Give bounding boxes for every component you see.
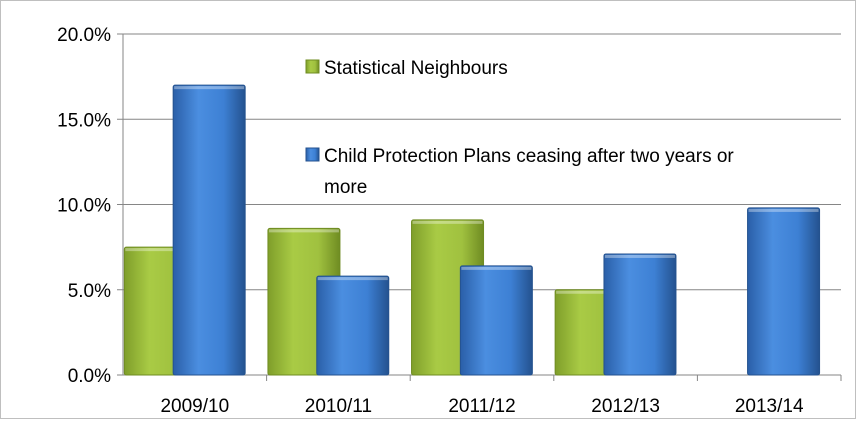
- legend-label-child-protection-plans: Child Protection Plans ceasing after two…: [324, 146, 734, 198]
- bar-child-protection-plans-2009-10: [172, 84, 246, 376]
- y-tick-label: 5.0%: [68, 281, 111, 302]
- x-tick-label: 2012/13: [591, 396, 660, 417]
- bar-highlight: [461, 266, 532, 270]
- legend-swatch-child-protection-plans: [305, 147, 320, 162]
- bar-child-protection-plans-2013-14: [747, 207, 821, 376]
- y-tick-label: 0.0%: [68, 366, 111, 387]
- bar-highlight: [174, 86, 245, 90]
- bar-highlight: [317, 277, 388, 281]
- legend: Statistical Neighbours Child Protection P…: [305, 58, 734, 198]
- x-axis-tick-labels: 2009/10 2010/11 2011/12 2012/13 2013/14: [160, 396, 804, 417]
- y-tick-label: 10.0%: [57, 196, 111, 217]
- x-tick-label: 2010/11: [305, 396, 372, 417]
- x-tick-label: 2013/14: [735, 396, 804, 417]
- bar-highlight: [125, 248, 196, 252]
- bar-highlight: [268, 229, 339, 233]
- bar-highlight: [412, 220, 483, 224]
- y-tick-label: 20.0%: [57, 25, 111, 46]
- legend-label-statistical-neighbours: Statistical Neighbours: [324, 58, 508, 79]
- bar-child-protection-plans-2010-11: [316, 275, 390, 376]
- x-tick-label: 2011/12: [448, 396, 515, 417]
- bars: [123, 84, 821, 376]
- bar-child-protection-plans-2012-13: [603, 253, 677, 376]
- legend-swatch-statistical-neighbours: [305, 59, 320, 74]
- bar-child-protection-plans-2011-12: [459, 265, 533, 376]
- bar-highlight: [604, 254, 675, 258]
- y-axis-tick-labels: 0.0% 5.0% 10.0% 15.0% 20.0%: [57, 25, 111, 387]
- bar-highlight: [556, 290, 627, 294]
- bar-highlight: [748, 208, 819, 212]
- y-tick-label: 15.0%: [57, 110, 111, 131]
- x-tick-label: 2009/10: [160, 396, 229, 417]
